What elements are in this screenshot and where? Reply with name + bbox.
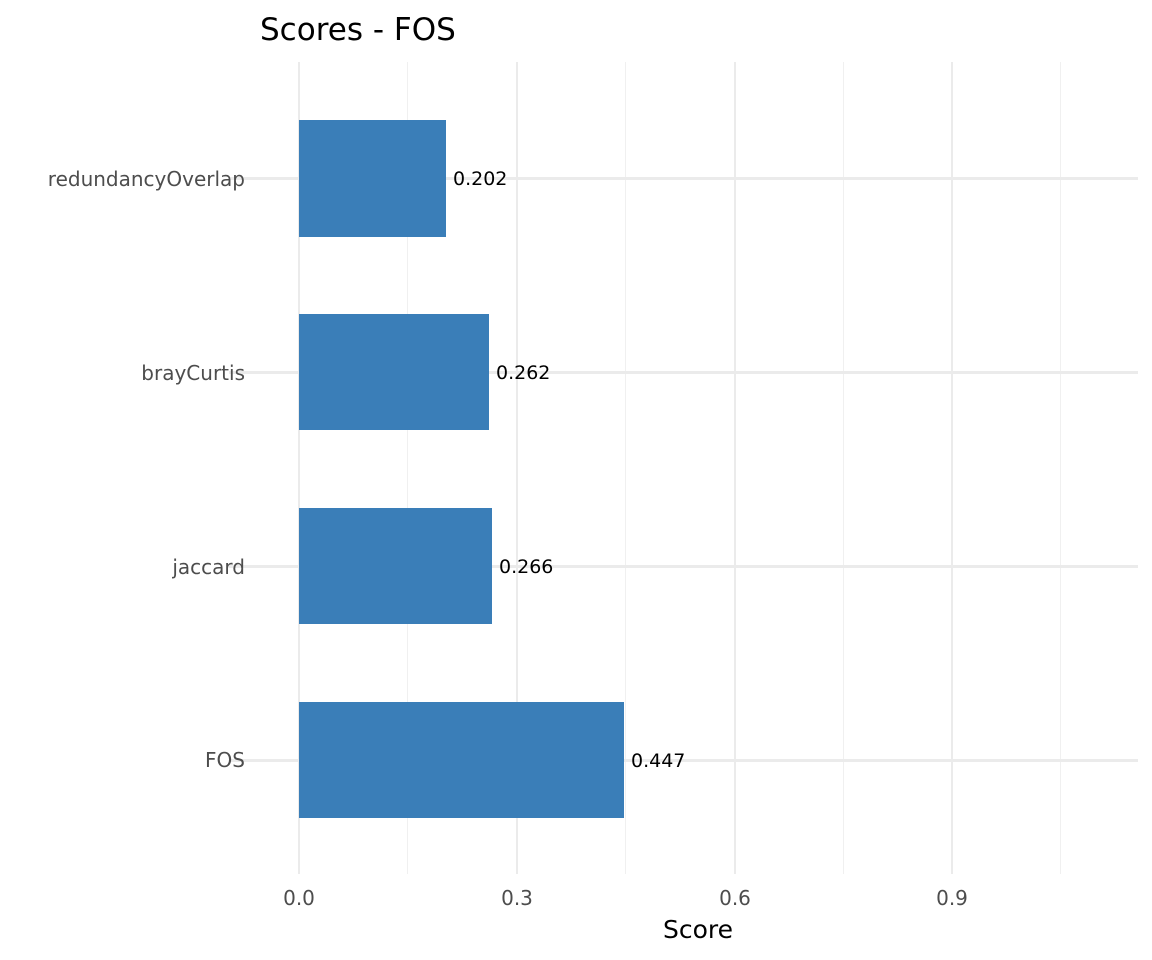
x-axis-title: Score <box>662 915 734 944</box>
plot-panel: 0.202 0.262 0.266 0.447 <box>229 62 1138 874</box>
bar-FOS <box>299 702 624 818</box>
value-label-brayCurtis: 0.262 <box>496 362 551 384</box>
chart-title: Scores - FOS <box>260 12 456 48</box>
gridline-x-0.3 <box>516 62 518 874</box>
y-axis-label-FOS: FOS <box>205 748 245 772</box>
value-label-redundancyOverlap: 0.202 <box>453 168 508 190</box>
gridline-y-FOS <box>229 759 1138 762</box>
y-axis-label-jaccard: jaccard <box>172 555 245 579</box>
gridline-x-0.0 <box>298 62 300 874</box>
gridline-x-0.9 <box>951 62 953 874</box>
bar-redundancyOverlap <box>299 120 446 237</box>
gridline-x-1.05 <box>1060 62 1061 874</box>
bar-jaccard <box>299 508 492 624</box>
gridline-x-0.15 <box>407 62 408 874</box>
gridline-y-jaccard <box>229 565 1138 568</box>
gridline-x-0.75 <box>843 62 844 874</box>
value-label-jaccard: 0.266 <box>499 556 554 578</box>
y-axis-label-redundancyOverlap: redundancyOverlap <box>47 167 245 191</box>
bar-brayCurtis <box>299 314 489 430</box>
value-label-FOS: 0.447 <box>631 750 686 772</box>
x-tick-0.0: 0.0 <box>283 886 315 910</box>
gridline-y-brayCurtis <box>229 371 1138 374</box>
x-tick-0.9: 0.9 <box>936 886 968 910</box>
gridline-x-0.45 <box>625 62 626 874</box>
x-tick-0.3: 0.3 <box>501 886 533 910</box>
y-axis-label-brayCurtis: brayCurtis <box>141 361 245 385</box>
gridline-y-redundancyOverlap <box>229 177 1138 180</box>
x-tick-0.6: 0.6 <box>719 886 751 910</box>
gridline-x-0.6 <box>734 62 736 874</box>
